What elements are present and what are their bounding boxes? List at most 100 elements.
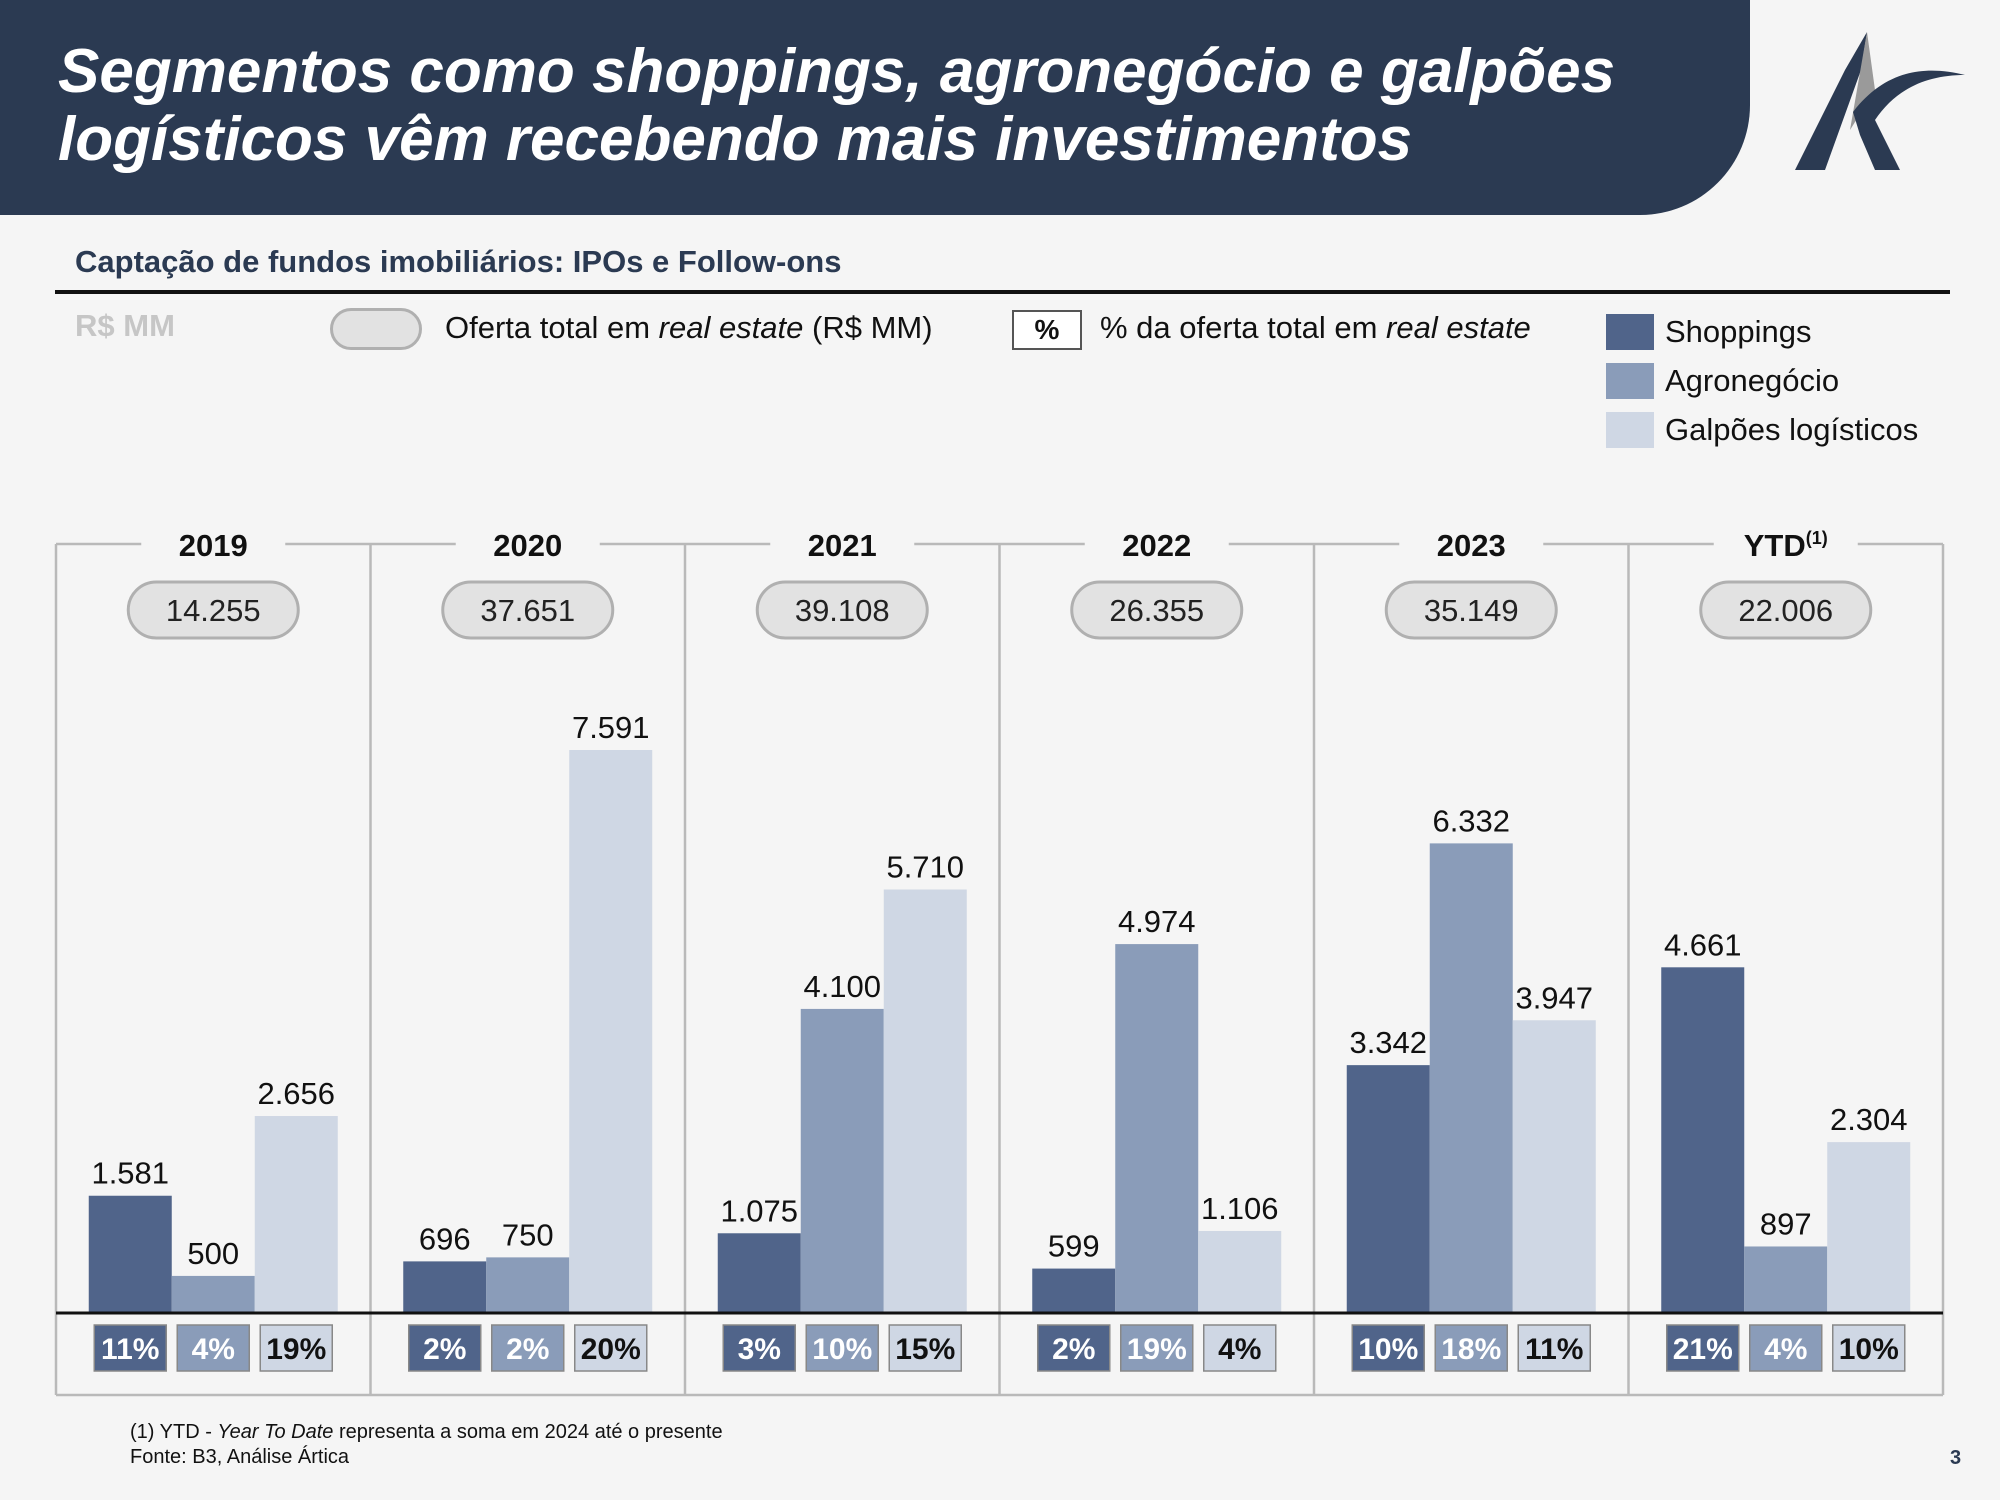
logo-stroke-left — [1795, 32, 1867, 170]
bar — [171, 1275, 255, 1313]
bar-value-label: 750 — [502, 1217, 554, 1252]
total-pill — [1384, 580, 1558, 640]
bar-value-label: 500 — [187, 1236, 239, 1271]
legend-swatch-shoppings — [1606, 314, 1654, 350]
bar — [88, 1195, 172, 1313]
legend-swatch-galpoes — [1606, 412, 1654, 448]
bar-value-label: 4.100 — [803, 969, 881, 1004]
total-value: 22.006 — [1738, 593, 1833, 628]
chart-subtitle: Captação de fundos imobiliários: IPOs e … — [75, 244, 842, 279]
pct-value: 10% — [1839, 1333, 1899, 1366]
pct-box — [408, 1324, 482, 1372]
legend-swatch-agronegocio — [1606, 363, 1654, 399]
pct-box — [574, 1324, 648, 1372]
bar — [1429, 843, 1513, 1313]
pct-box — [805, 1324, 879, 1372]
footnote-source: Fonte: B3, Análise Ártica — [130, 1446, 350, 1468]
bar — [1115, 944, 1199, 1313]
legend-pct-box: % — [1012, 310, 1082, 350]
legend-label-agronegocio: Agronegócio — [1665, 363, 1840, 398]
bar-value-label: 1.581 — [91, 1156, 169, 1191]
total-value: 37.651 — [480, 593, 575, 628]
pct-box — [259, 1324, 333, 1372]
bar-value-label: 696 — [419, 1221, 471, 1256]
page-number: 3 — [1950, 1447, 1962, 1469]
legend-label-shoppings: Shoppings — [1665, 314, 1812, 349]
bar — [1744, 1246, 1828, 1313]
bar-value-label: 599 — [1048, 1229, 1100, 1264]
total-pill — [755, 580, 929, 640]
pct-box — [1749, 1324, 1823, 1372]
logo-stroke-grey — [1850, 32, 1875, 130]
footnote: (1) YTD - Year To Date representa a soma… — [130, 1420, 723, 1470]
pct-box — [1203, 1324, 1277, 1372]
bar-value-label: 1.106 — [1201, 1191, 1279, 1226]
legend-total-label: Oferta total em real estate (R$ MM) — [445, 310, 933, 345]
bar — [403, 1261, 487, 1313]
footnote-ytd: (1) YTD - Year To Date representa a soma… — [130, 1421, 723, 1443]
bar-value-label: 4.974 — [1118, 904, 1196, 939]
total-value: 14.255 — [166, 593, 261, 628]
total-value: 39.108 — [795, 593, 890, 628]
pct-box — [1120, 1324, 1194, 1372]
total-pill — [441, 580, 615, 640]
pct-value: 10% — [1358, 1333, 1418, 1366]
unit-label: R$ MM — [75, 308, 175, 343]
bar — [717, 1233, 801, 1313]
pct-value: 21% — [1673, 1333, 1733, 1366]
pct-box — [93, 1324, 167, 1372]
total-pill — [126, 580, 300, 640]
pct-box — [1434, 1324, 1508, 1372]
bar — [569, 750, 653, 1313]
legend-label-galpoes: Galpões logísticos — [1665, 412, 1919, 447]
pct-value: 4% — [192, 1333, 235, 1366]
total-pill — [1699, 580, 1873, 640]
bar-value-label: 2.656 — [257, 1076, 335, 1111]
pct-box — [1832, 1324, 1906, 1372]
legend-total-pill — [330, 308, 422, 350]
bar — [254, 1116, 338, 1313]
pct-box — [1037, 1324, 1111, 1372]
pct-value: 15% — [895, 1333, 955, 1366]
bar-value-label: 3.342 — [1349, 1025, 1427, 1060]
bar-value-label: 6.332 — [1432, 803, 1510, 838]
pct-box — [176, 1324, 250, 1372]
pct-value: 11% — [101, 1333, 159, 1366]
company-logo — [1795, 32, 1965, 170]
pct-box — [1666, 1324, 1740, 1372]
year-label: 2023 — [1437, 528, 1506, 563]
total-value: 35.149 — [1424, 593, 1519, 628]
pct-value: 4% — [1218, 1333, 1261, 1366]
header-banner — [0, 0, 1750, 215]
total-pill — [1070, 580, 1244, 640]
bar-value-label: 2.304 — [1830, 1102, 1908, 1137]
bar — [486, 1257, 570, 1313]
pct-value: 3% — [738, 1333, 781, 1366]
year-label: 2021 — [808, 528, 877, 563]
bar — [883, 889, 967, 1313]
bar-value-label: 897 — [1760, 1206, 1812, 1241]
pct-value: 18% — [1441, 1333, 1501, 1366]
pct-value: 4% — [1764, 1333, 1807, 1366]
bar — [1661, 967, 1745, 1313]
bar — [800, 1008, 884, 1313]
pct-box — [491, 1324, 565, 1372]
subtitle-rule — [55, 290, 1950, 294]
pct-value: 2% — [1052, 1333, 1095, 1366]
pct-box — [722, 1324, 796, 1372]
bar — [1512, 1020, 1596, 1313]
bar-value-label: 7.591 — [572, 710, 650, 745]
bar-value-label: 3.947 — [1515, 980, 1593, 1015]
pct-box — [1517, 1324, 1591, 1372]
bar — [1032, 1268, 1116, 1313]
pct-box — [888, 1324, 962, 1372]
pct-value: 2% — [506, 1333, 549, 1366]
pct-box — [1351, 1324, 1425, 1372]
pct-value: 19% — [266, 1333, 326, 1366]
bar-value-label: 5.710 — [886, 850, 964, 885]
logo-swoosh — [1853, 70, 1965, 170]
page-title: Segmentos como shoppings, agronegócio e … — [58, 37, 1616, 174]
pct-value: 19% — [1127, 1333, 1187, 1366]
total-value: 26.355 — [1109, 593, 1204, 628]
